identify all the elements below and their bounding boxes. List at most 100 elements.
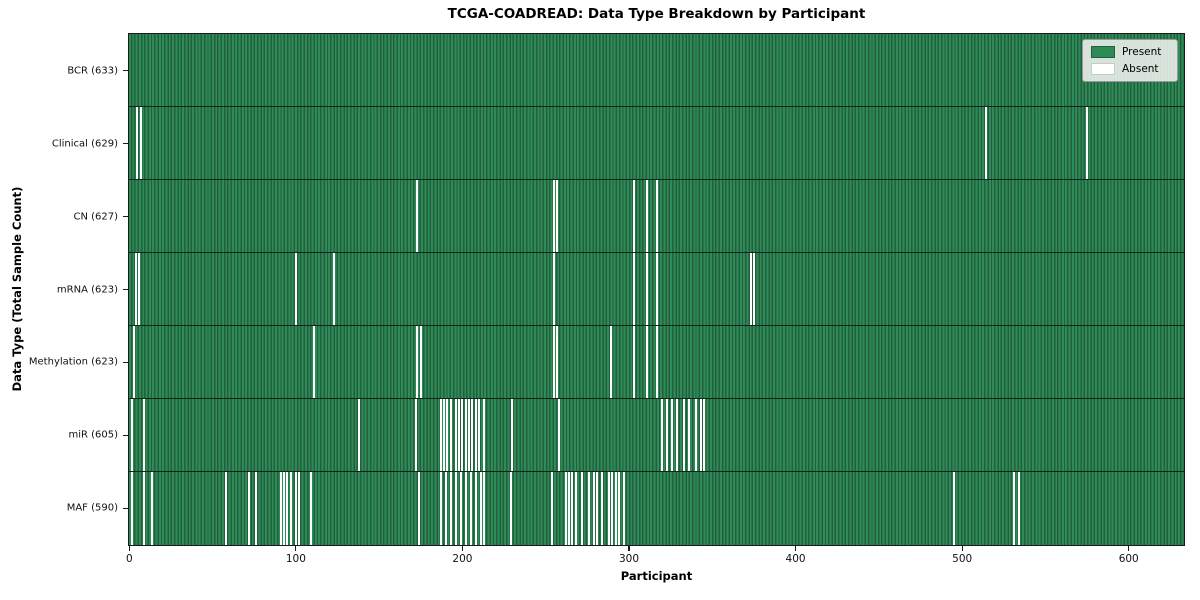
absent-mark: [511, 399, 514, 471]
absent-mark: [666, 399, 669, 471]
heatmap-row: [129, 326, 1184, 399]
heatmap-row: [129, 107, 1184, 180]
y-tick-label: BCR (633): [67, 65, 118, 77]
heatmap-plot-area: [128, 33, 1185, 546]
absent-mark: [596, 472, 599, 545]
heatmap-row: [129, 399, 1184, 472]
absent-mark: [254, 472, 257, 545]
absent-mark: [553, 326, 555, 398]
y-tick-label: MAF (590): [66, 502, 118, 514]
absent-mark: [614, 472, 617, 545]
absent-mark: [608, 472, 610, 545]
present-swatch-icon: [1091, 46, 1115, 58]
absent-mark: [224, 472, 227, 545]
absent-mark: [298, 472, 300, 545]
absent-mark: [143, 472, 145, 545]
y-tick-mark: [123, 70, 128, 72]
absent-mark: [358, 399, 360, 471]
absent-mark: [333, 253, 335, 325]
absent-mark: [556, 326, 559, 398]
absent-mark: [953, 472, 955, 545]
x-axis-label: Participant: [620, 569, 693, 583]
absent-mark: [449, 472, 452, 545]
y-tick-label: mRNA (623): [56, 284, 118, 295]
legend-entry-absent: Absent: [1091, 63, 1168, 75]
absent-mark: [294, 253, 297, 325]
absent-mark: [139, 107, 142, 179]
absent-mark: [646, 180, 649, 252]
absent-mark: [656, 326, 659, 398]
absent-mark: [289, 472, 292, 545]
x-tick-label: 600: [1118, 553, 1139, 565]
absent-mark: [676, 399, 679, 471]
absent-mark: [309, 472, 312, 545]
absent-mark: [464, 399, 467, 471]
heatmap-row: [129, 180, 1184, 253]
y-tick-mark: [123, 288, 128, 291]
absent-mark: [633, 180, 635, 252]
chart-title: TCGA-COADREAD: Data Type Breakdown by Pa…: [447, 6, 866, 22]
absent-mark: [279, 472, 282, 545]
absent-mark: [138, 253, 140, 325]
absent-mark: [136, 107, 139, 179]
absent-mark: [419, 326, 422, 398]
absent-mark: [469, 472, 472, 545]
absent-mark: [571, 472, 574, 545]
absent-mark: [468, 399, 470, 471]
absent-mark: [564, 472, 567, 545]
absent-mark: [483, 399, 485, 471]
absent-mark: [414, 399, 417, 471]
absent-mark: [703, 399, 705, 471]
absent-mark: [609, 326, 612, 398]
absent-mark: [699, 399, 702, 471]
absent-mark: [459, 472, 462, 545]
absent-mark: [133, 326, 135, 398]
legend-entry-present: Present: [1091, 46, 1168, 58]
absent-mark: [661, 399, 664, 471]
absent-mark: [416, 180, 419, 252]
absent-mark: [313, 326, 315, 398]
absent-mark: [984, 107, 987, 179]
absent-mark: [568, 472, 570, 545]
absent-mark: [683, 399, 685, 471]
heatmap-row: [129, 253, 1184, 326]
absent-mark: [286, 472, 289, 545]
y-tick-label: miR (605): [68, 429, 118, 441]
absent-mark: [581, 472, 584, 545]
y-tick-mark: [123, 507, 128, 509]
absent-mark: [749, 253, 752, 325]
absent-mark: [593, 472, 595, 545]
absent-mark: [458, 399, 460, 471]
absent-mark: [483, 472, 485, 545]
absent-mark: [479, 472, 482, 545]
absent-mark: [461, 399, 464, 471]
absent-mark: [474, 399, 477, 471]
absent-mark: [131, 399, 134, 471]
x-tick-mark: [128, 546, 130, 551]
absent-mark: [449, 399, 452, 471]
absent-mark: [688, 399, 690, 471]
absent-mark: [248, 472, 250, 545]
y-tick-mark: [123, 361, 128, 363]
x-tick-mark: [961, 546, 963, 551]
absent-mark: [439, 472, 442, 545]
absent-mark: [623, 472, 625, 545]
heatmap-row: [129, 472, 1184, 545]
absent-mark: [601, 472, 604, 545]
absent-mark: [474, 472, 477, 545]
absent-mark: [551, 472, 554, 545]
absent-mark: [134, 253, 137, 325]
absent-mark: [471, 399, 474, 471]
x-tick-mark: [295, 546, 297, 551]
y-tick-label: CN (627): [73, 211, 118, 223]
heatmap-row: [129, 34, 1184, 107]
absent-mark: [588, 472, 590, 545]
absent-mark: [444, 472, 447, 545]
absent-mark: [574, 472, 577, 545]
x-tick-label: 200: [452, 553, 473, 565]
absent-mark: [283, 472, 285, 545]
absent-mark: [509, 472, 512, 545]
absent-mark: [439, 399, 442, 471]
legend-label-absent: Absent: [1122, 63, 1159, 75]
absent-mark: [464, 472, 467, 545]
